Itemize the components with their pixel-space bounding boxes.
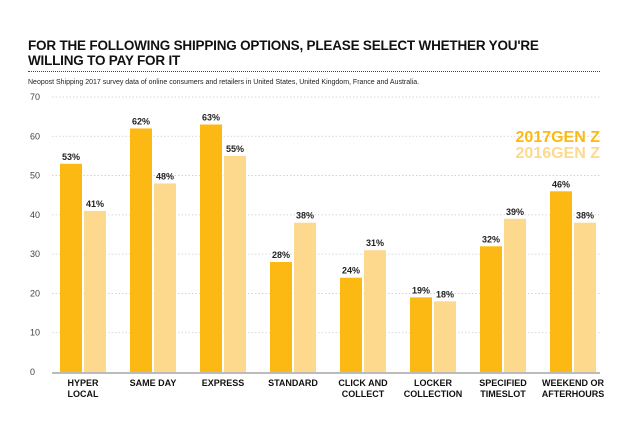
y-tick-label: 0: [30, 367, 35, 377]
data-label: 32%: [482, 234, 500, 244]
category-label: LOCAL: [68, 389, 99, 399]
bar-2016: [294, 222, 316, 372]
data-label: 53%: [62, 152, 80, 162]
category-label: SPECIFIED: [479, 378, 527, 388]
bar-2017: [550, 191, 572, 372]
data-label: 24%: [342, 266, 360, 276]
y-tick-label: 20: [30, 288, 40, 298]
category-label: CLICK AND: [338, 378, 388, 388]
bar-2016: [224, 155, 246, 372]
data-label: 18%: [436, 289, 454, 299]
bar-2017: [340, 277, 362, 372]
data-label: 28%: [272, 250, 290, 260]
y-tick-label: 40: [30, 210, 40, 220]
category-label: AFTERHOURS: [542, 389, 605, 399]
data-label: 19%: [412, 285, 430, 295]
category-label: COLLECT: [342, 389, 385, 399]
data-label: 41%: [86, 199, 104, 209]
data-label: 62%: [132, 116, 150, 126]
legend: 2017GEN Z 2016GEN Z: [516, 130, 600, 162]
bar-2016: [504, 218, 526, 372]
data-label: 38%: [576, 211, 594, 221]
bar-2016: [364, 250, 386, 372]
category-label: COLLECTION: [404, 389, 463, 399]
category-label: TIMESLOT: [480, 389, 526, 399]
data-label: 63%: [202, 113, 220, 123]
bar-2016: [154, 183, 176, 372]
bar-2017: [130, 128, 152, 372]
title-divider: [28, 71, 600, 72]
y-tick-label: 70: [30, 92, 40, 102]
bar-2017: [270, 262, 292, 372]
data-label: 31%: [366, 238, 384, 248]
legend-2017: 2017GEN Z: [515, 129, 600, 146]
y-tick-label: 60: [30, 131, 40, 141]
bar-2017: [410, 297, 432, 372]
category-label: LOCKER: [414, 378, 453, 388]
data-label: 38%: [296, 211, 314, 221]
category-label: STANDARD: [268, 378, 318, 388]
bar-2016: [84, 210, 106, 372]
bar-2017: [60, 163, 82, 372]
y-tick-label: 30: [30, 249, 40, 259]
category-label: EXPRESS: [202, 378, 245, 388]
chart-title: FOR THE FOLLOWING SHIPPING OPTIONS, PLEA…: [28, 38, 539, 68]
category-label: WEEKEND OR: [542, 378, 605, 388]
legend-2016: 2016GEN Z: [515, 145, 600, 162]
category-label: HYPER: [67, 378, 99, 388]
bar-2017: [480, 246, 502, 372]
data-label: 46%: [552, 179, 570, 189]
data-label: 48%: [156, 171, 174, 181]
bar-2016: [574, 222, 596, 372]
y-tick-label: 50: [30, 171, 40, 181]
chart-subtitle: Neopost Shipping 2017 survey data of onl…: [28, 79, 420, 86]
category-label: SAME DAY: [130, 378, 177, 388]
bar-2016: [434, 301, 456, 372]
bar-2017: [200, 124, 222, 372]
y-tick-label: 10: [30, 328, 40, 338]
data-label: 39%: [506, 207, 524, 217]
data-label: 55%: [226, 144, 244, 154]
